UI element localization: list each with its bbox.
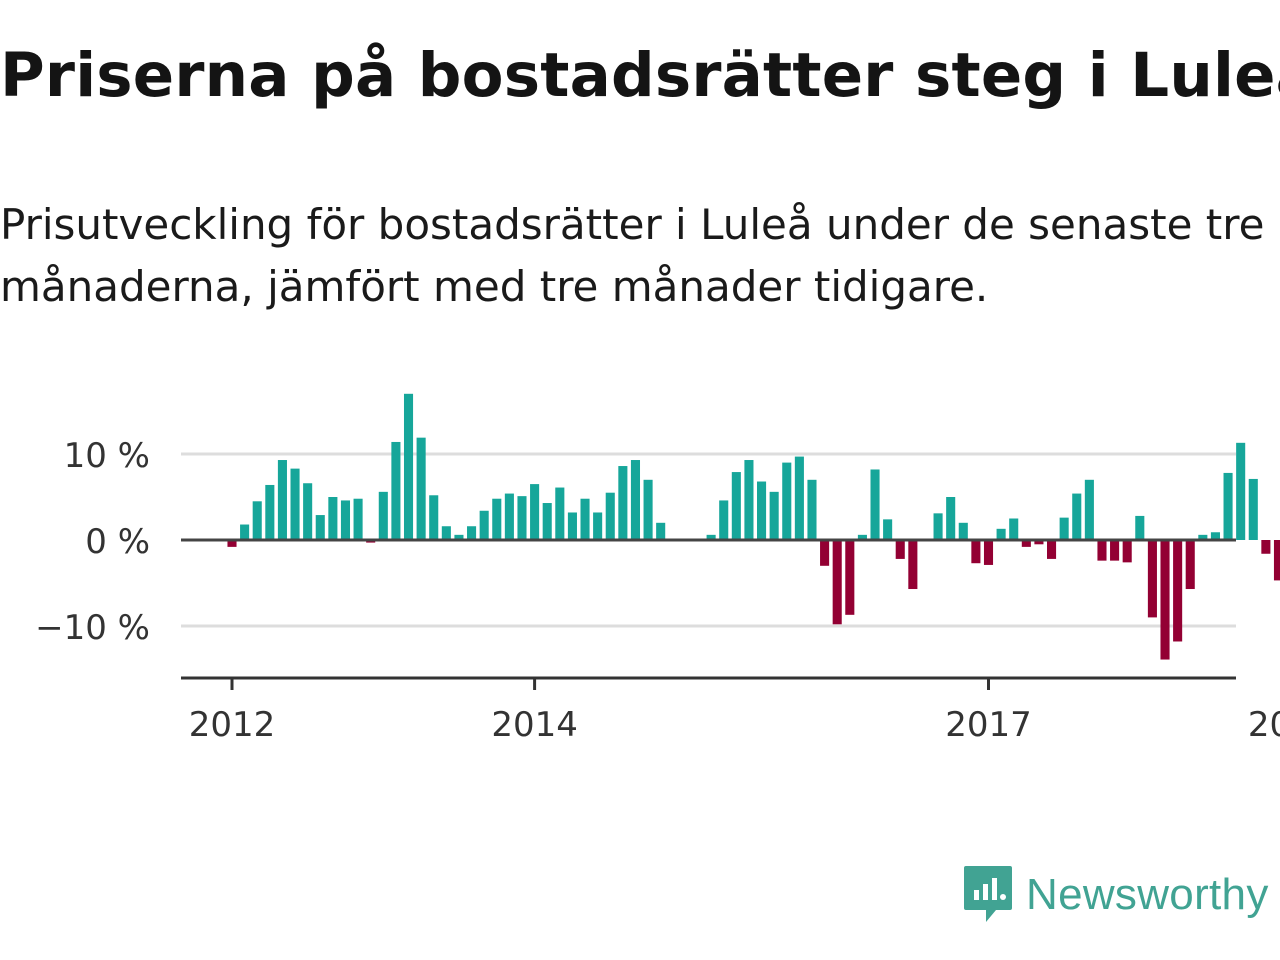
- bar: [517, 496, 527, 540]
- bar: [782, 462, 792, 540]
- bar: [542, 503, 552, 540]
- bar: [593, 512, 603, 540]
- bar: [290, 468, 300, 540]
- bar: [857, 534, 867, 540]
- brand-logo[interactable]: Newsworthy: [962, 864, 1269, 926]
- bar: [1261, 540, 1271, 554]
- bar: [530, 484, 540, 540]
- chart-title: Priserna på bostadsrätter steg i Luleå: [0, 40, 1280, 111]
- bar: [946, 497, 956, 540]
- bar: [429, 495, 439, 540]
- bar: [555, 487, 565, 540]
- bar: [908, 540, 918, 590]
- bar: [567, 512, 577, 540]
- bar: [769, 491, 779, 540]
- bar: [820, 540, 830, 566]
- bar: [1021, 540, 1031, 547]
- chart-subtitle: Prisutveckling för bostadsrätter i Luleå…: [0, 200, 1265, 311]
- bar: [1236, 442, 1246, 540]
- bar: [656, 522, 666, 540]
- bar: [870, 469, 880, 540]
- bar: [1210, 532, 1220, 540]
- bar: [1097, 540, 1107, 561]
- bar: [630, 460, 641, 540]
- bar-chart: 10 %0 %−10 % 201220142017201920222024 3 …: [35, 393, 1280, 745]
- bar: [1160, 540, 1170, 660]
- x-tick-label: 2012: [189, 705, 276, 745]
- bar: [1047, 540, 1057, 559]
- bar: [227, 540, 237, 547]
- bar: [1273, 540, 1280, 581]
- bar: [1135, 515, 1145, 540]
- x-axis-ticks: 201220142017201920222024: [189, 678, 1280, 745]
- bar: [1034, 540, 1044, 545]
- bar: [1248, 478, 1258, 540]
- bar: [504, 493, 514, 540]
- bar: [416, 437, 426, 540]
- bar: [1173, 540, 1183, 642]
- bar: [378, 491, 388, 540]
- bar: [958, 522, 968, 540]
- bar: [252, 501, 262, 540]
- bar: [996, 528, 1006, 540]
- bar: [240, 524, 250, 540]
- bar: [895, 540, 905, 559]
- bar: [580, 498, 590, 540]
- bar: [467, 526, 477, 540]
- bar: [391, 441, 401, 540]
- bar: [1059, 517, 1069, 540]
- bar: [643, 479, 653, 540]
- bar: [1147, 540, 1157, 618]
- bar: [265, 484, 275, 540]
- bar: [1185, 540, 1195, 590]
- bar: [353, 498, 363, 540]
- bar: [1084, 479, 1094, 540]
- bar: [403, 393, 414, 540]
- bar: [983, 540, 994, 565]
- x-tick-label: 2019: [1248, 705, 1280, 745]
- bar: [719, 500, 729, 540]
- bar: [618, 466, 628, 540]
- bar: [706, 534, 716, 540]
- bar: [883, 519, 893, 540]
- bar: [807, 479, 817, 540]
- bar: [340, 500, 351, 540]
- newsworthy-logo-icon: [964, 866, 1012, 922]
- grid-lines: [181, 452, 1236, 628]
- bar: [454, 534, 464, 540]
- bar: [1122, 540, 1132, 563]
- x-tick-label: 2014: [491, 705, 578, 745]
- bar: [1110, 540, 1120, 561]
- bar: [731, 472, 741, 540]
- bar: [757, 481, 767, 540]
- y-tick-label: 10 %: [64, 436, 150, 476]
- bar: [605, 492, 615, 540]
- x-tick-label: 2017: [945, 705, 1032, 745]
- bar: [479, 510, 489, 540]
- bar: [1223, 472, 1233, 540]
- brand-name: Newsworthy: [1026, 870, 1269, 919]
- bar: [303, 483, 313, 540]
- bar: [315, 515, 325, 540]
- bar: [744, 460, 754, 540]
- y-axis-ticks: 10 % 0 % −10 %: [35, 436, 150, 648]
- bar: [1009, 518, 1019, 540]
- bar: [971, 540, 981, 564]
- bar: [1198, 534, 1208, 540]
- bar: [441, 526, 451, 540]
- bar: [1072, 493, 1082, 540]
- bar: [492, 498, 502, 540]
- bar: [794, 456, 804, 540]
- bar: [328, 497, 338, 540]
- bar: [277, 460, 287, 540]
- bar: [845, 540, 855, 615]
- bar: [832, 540, 842, 625]
- y-tick-label: 0 %: [85, 522, 150, 562]
- bar: [933, 513, 943, 540]
- y-tick-label: −10 %: [35, 608, 150, 648]
- bar-series: [227, 393, 1280, 660]
